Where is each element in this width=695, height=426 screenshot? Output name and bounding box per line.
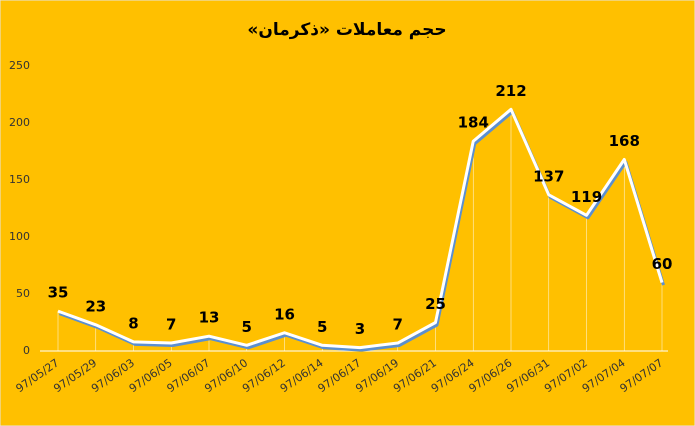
y-tick-label: 100: [9, 230, 30, 243]
y-tick-label: 250: [9, 59, 30, 72]
data-label: 23: [85, 297, 106, 315]
data-label: 13: [199, 309, 220, 327]
data-label: 212: [495, 82, 526, 100]
data-label: 35: [48, 284, 69, 302]
y-tick-label: 200: [9, 116, 30, 129]
data-label: 184: [458, 114, 489, 132]
data-label: 60: [652, 255, 673, 273]
data-label: 5: [242, 318, 252, 336]
data-label: 25: [425, 295, 446, 313]
data-label: 7: [166, 316, 176, 334]
line: [57, 107, 664, 350]
data-label: 8: [128, 314, 138, 332]
y-tick-label: 0: [23, 344, 30, 357]
y-tick-label: 150: [9, 173, 30, 186]
data-label: 16: [274, 305, 295, 323]
chart-title: حجم معاملات «ذکرمان»: [247, 20, 446, 40]
y-tick-label: 50: [16, 287, 30, 300]
data-label: 7: [393, 316, 403, 334]
data-label: 119: [571, 188, 602, 206]
data-label: 137: [533, 167, 564, 185]
data-label: 168: [609, 132, 640, 150]
data-label: 3: [355, 320, 365, 338]
data-label: 5: [317, 318, 327, 336]
